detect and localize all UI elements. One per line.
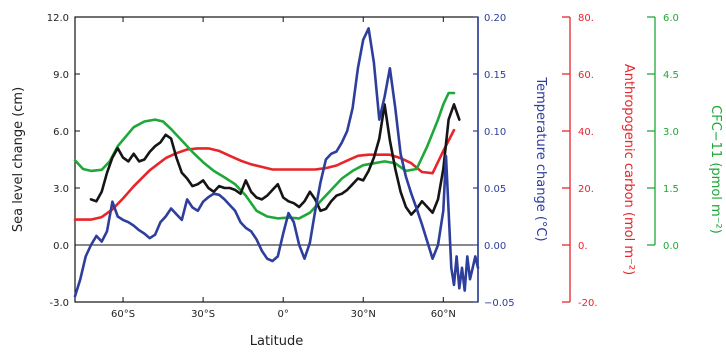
y-tick-label-cfc: 4.5: [663, 70, 679, 81]
plot-area: [73, 16, 480, 303]
y-tick-label-sea: 0.0: [53, 241, 69, 252]
y-tick-label-carbon: -20.: [578, 298, 598, 309]
y-tick-label-sea: 6.0: [53, 127, 69, 138]
y-tick-label-carbon: 60.: [578, 70, 594, 81]
x-tick-label: 30°S: [191, 309, 215, 320]
y-tick-label-sea: 12.0: [47, 13, 69, 24]
y-tick-label-temp: 0.10: [484, 127, 506, 138]
y-tick-label-cfc: 0.0: [663, 241, 679, 252]
y-axis-title-sea: Sea level change (cm): [11, 87, 26, 232]
y-tick-label-carbon: 40.: [578, 127, 594, 138]
axes: 60°S 30°S 0° 30°N 60°N -3.0 0.0 3.0 6.0 9.0 12.0 Se…: [11, 13, 723, 320]
y-tick-label-cfc: 3.0: [663, 127, 679, 138]
plot-frame: [74, 16, 479, 303]
y-tick-label-carbon: 80.: [578, 13, 594, 24]
series-line-sea: [89, 103, 461, 216]
y-axis-title-carbon: Anthropogenic carbon (mol m⁻²): [621, 64, 636, 275]
y-axis-title-temp: Temperature change (°C): [533, 76, 548, 241]
y-axis-title-cfc: CFC−11 (pmol m⁻²): [708, 105, 723, 234]
series-line-cfc: [73, 91, 456, 220]
x-tick-label: 60°N: [431, 309, 456, 320]
x-tick-label: 0°: [277, 309, 288, 320]
x-tick-label: 30°N: [351, 309, 376, 320]
y-tick-label-sea: 3.0: [53, 184, 69, 195]
y-tick-label-temp: 0.05: [484, 184, 506, 195]
y-tick-label-cfc: 6.0: [663, 13, 679, 24]
x-axis-title: Latitude: [250, 334, 304, 349]
x-tick-label: 60°S: [111, 309, 135, 320]
y-tick-label-carbon: 0.: [578, 241, 588, 252]
y-tick-label-temp: 0.15: [484, 70, 506, 81]
y-tick-label-temp: 0.20: [484, 13, 506, 24]
y-tick-label-carbon: 20.: [578, 184, 594, 195]
series-line-temp: [73, 27, 480, 298]
y-tick-label-temp: −0.05: [484, 298, 515, 309]
y-tick-label-cfc: 1.5: [663, 184, 679, 195]
y-tick-label-sea: 9.0: [53, 70, 69, 81]
y-tick-label-temp: 0.00: [484, 241, 506, 252]
y-tick-label-sea: -3.0: [49, 298, 69, 309]
